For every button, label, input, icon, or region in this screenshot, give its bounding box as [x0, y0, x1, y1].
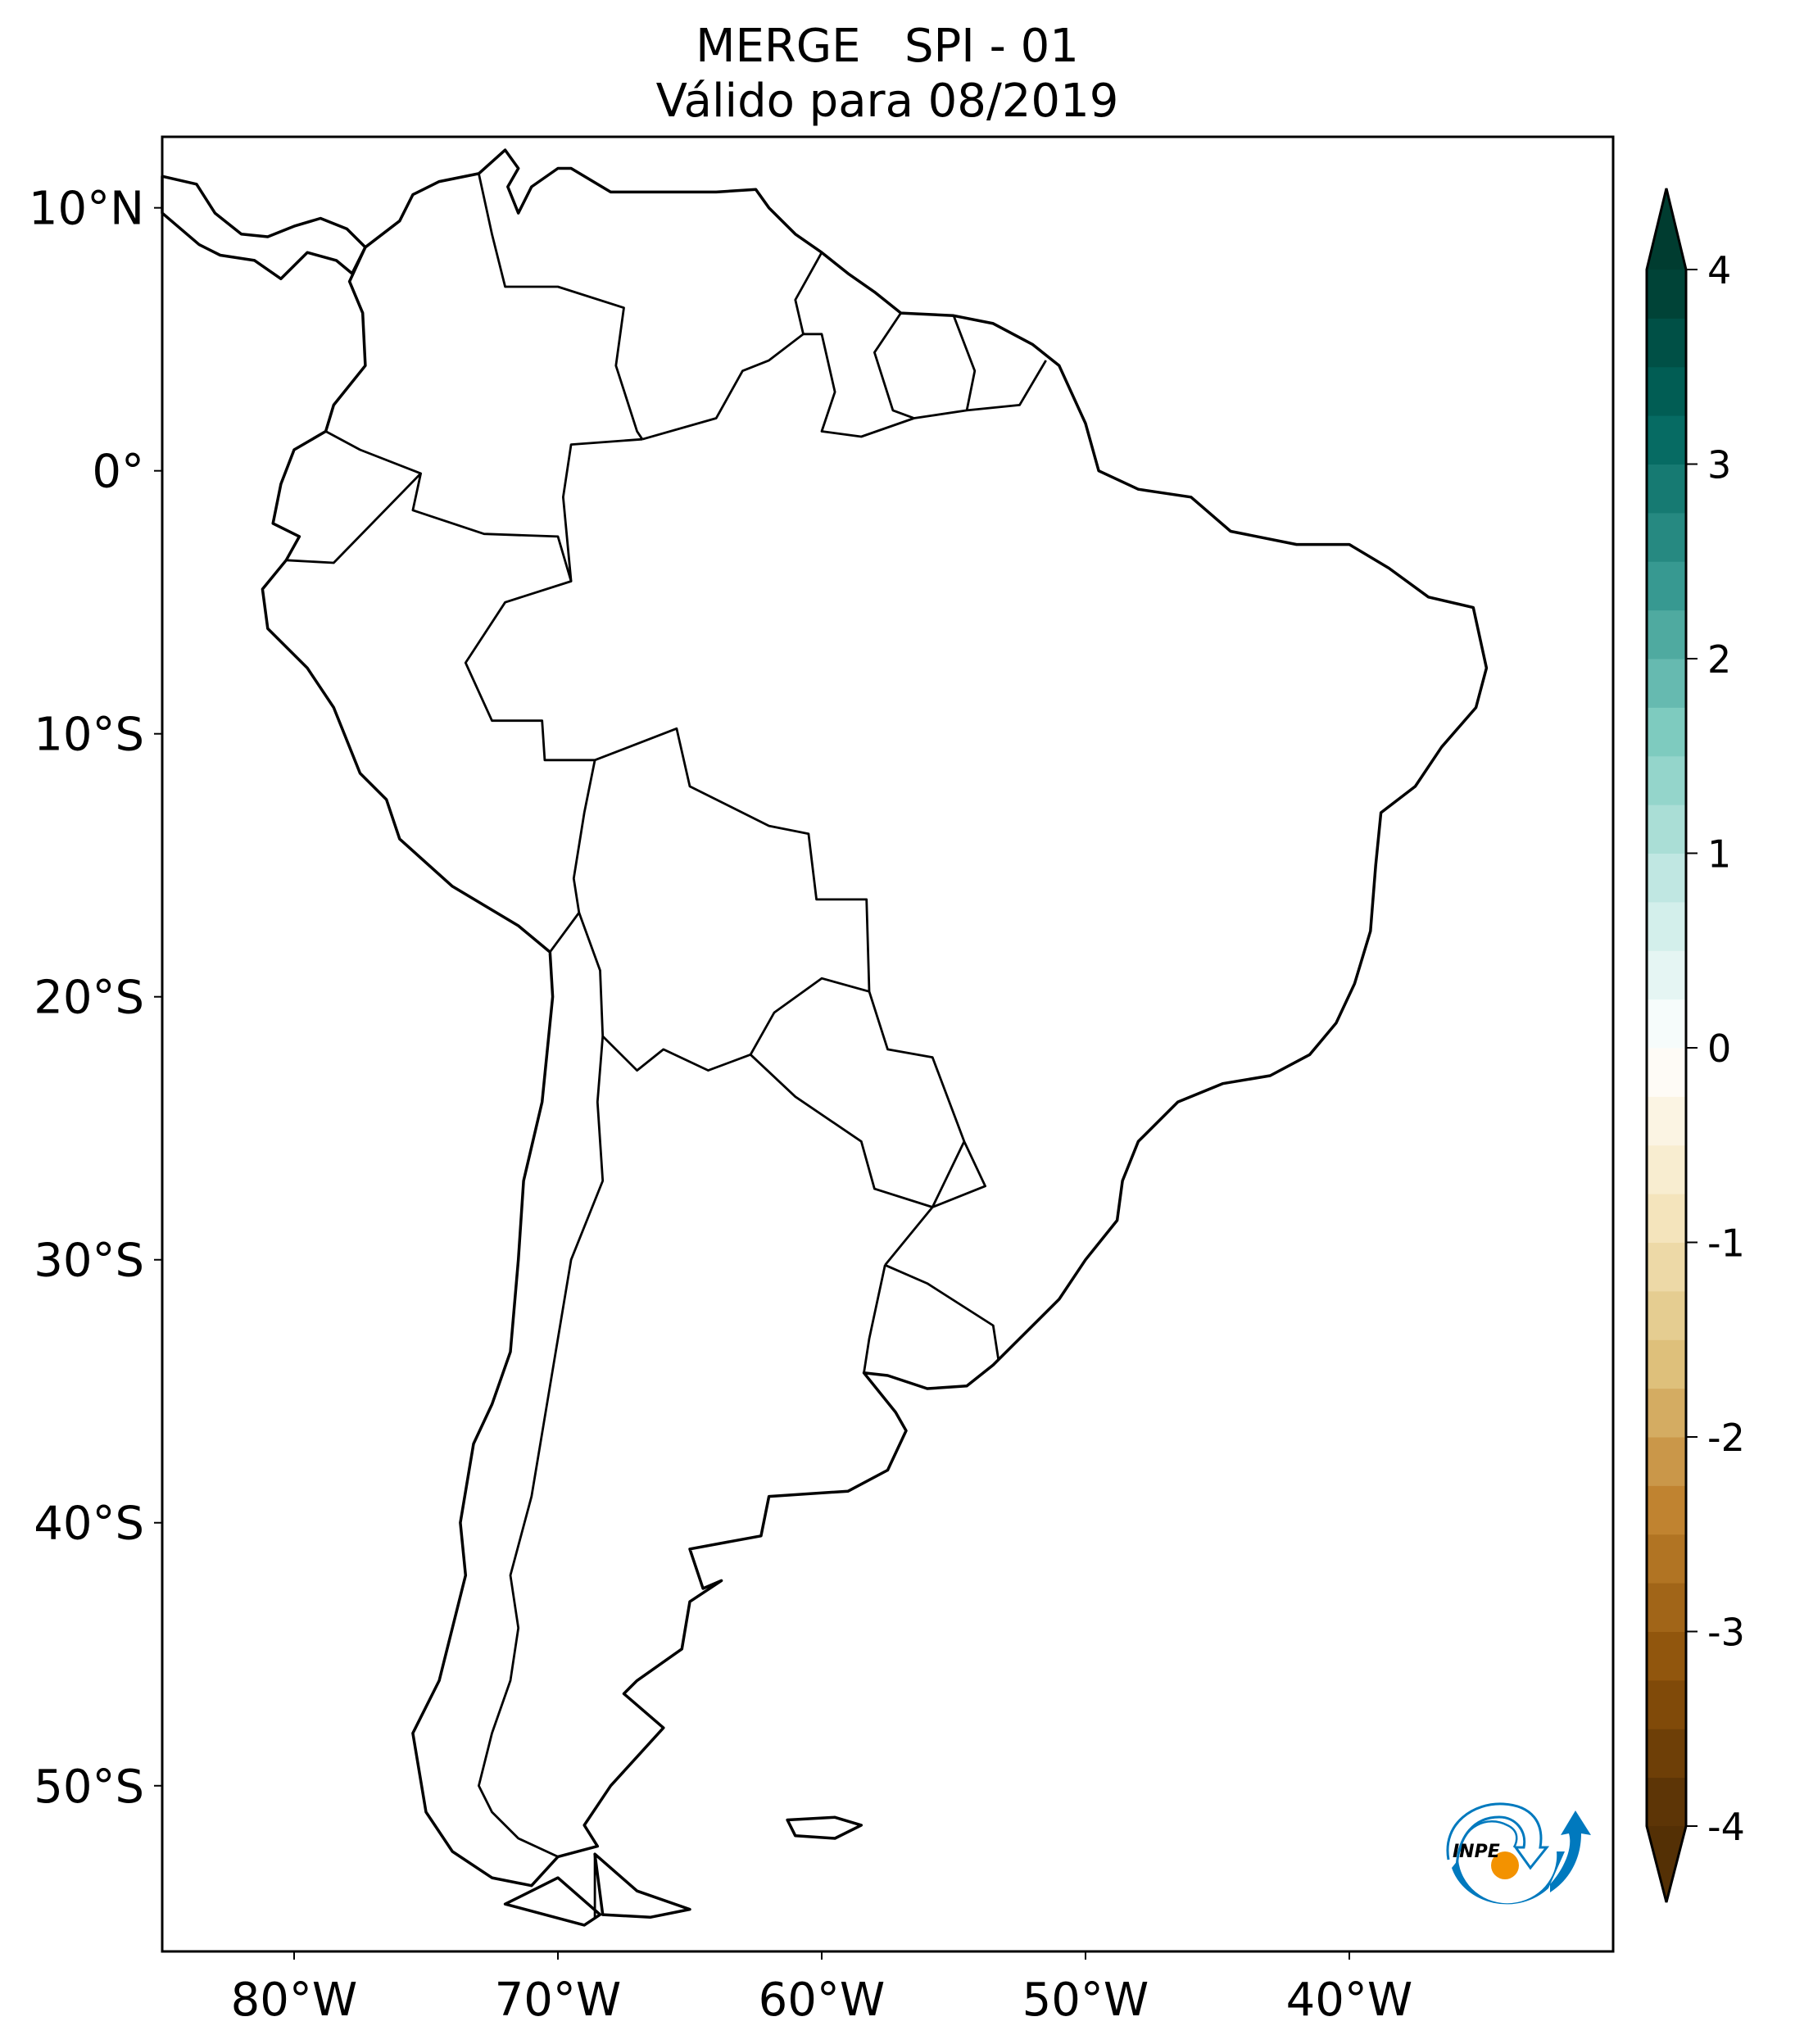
coastline	[161, 174, 367, 281]
colorbar-tick-label: -4	[1707, 1805, 1745, 1849]
colorbar-tick-label: 4	[1707, 248, 1731, 292]
spi-anomaly-patch	[386, 1300, 651, 1534]
colorbar-extend-max	[1647, 188, 1686, 270]
coastline	[593, 1852, 691, 1919]
colorbar-extend-min	[1647, 1826, 1686, 1902]
country-border	[478, 173, 644, 440]
chart-title: MERGE SPI - 01	[696, 20, 1079, 73]
y-tick-label: 30°S	[34, 1235, 144, 1288]
spi-anomaly-patch	[1164, 800, 1430, 1035]
colorbar-segment	[1647, 1631, 1686, 1681]
coastlines-borders	[161, 148, 1489, 1927]
colorbar-segment	[1647, 1388, 1686, 1438]
country-border	[324, 430, 573, 582]
country-border	[952, 315, 977, 411]
colorbar-tick-label: -3	[1707, 1611, 1745, 1655]
colorbar-segment	[1647, 1144, 1686, 1194]
x-tick-label: 80°W	[231, 1974, 358, 2027]
country-border	[464, 437, 986, 1267]
colorbar-segment	[1647, 270, 1686, 319]
colorbar-segment	[1647, 853, 1686, 903]
colorbar-segment	[1647, 610, 1686, 659]
y-tick-label: 10°N	[29, 183, 144, 236]
spi-anomaly-patch	[392, 690, 671, 936]
colorbar-segment	[1647, 1242, 1686, 1292]
y-axis-ticks: 10°N 0° 10°S 20°S 30°S 40°S 50°S	[29, 183, 162, 1814]
colorbar-segment	[1647, 659, 1686, 708]
colorbar-segment	[1647, 1729, 1686, 1779]
colorbar-segment	[1647, 1679, 1686, 1729]
spi-anomaly-patch	[465, 1473, 756, 1730]
country-border	[873, 312, 915, 419]
colorbar-segment	[1647, 707, 1686, 757]
colorbar-segment	[1647, 755, 1686, 805]
spi-anomaly-patch	[927, 1037, 1192, 1271]
country-border	[549, 759, 596, 953]
y-tick-label: 40°S	[34, 1498, 144, 1551]
x-tick-label: 40°W	[1286, 1974, 1413, 2027]
colorbar-segment	[1647, 1339, 1686, 1389]
x-tick-label: 60°W	[759, 1974, 886, 2027]
x-tick-label: 70°W	[495, 1974, 622, 2027]
country-border	[863, 1264, 886, 1374]
colorbar-segment	[1647, 561, 1686, 611]
colorbar: 4 3 2 1 0 -1 -2 -3 -4	[1645, 188, 1745, 1903]
colorbar-segment	[1647, 464, 1686, 514]
spi-anomaly-patch	[261, 427, 539, 673]
colorbar-segment	[1647, 1583, 1686, 1632]
colorbar-tick-label: 1	[1707, 832, 1731, 877]
colorbar-segment	[1647, 901, 1686, 951]
colorbar-segment	[1647, 950, 1686, 1000]
colorbar-tick-label: 2	[1707, 637, 1731, 682]
country-border	[794, 252, 1047, 438]
colorbar-tick-label: -2	[1707, 1416, 1745, 1460]
colorbar-segment	[1647, 1777, 1686, 1827]
colorbar-segment	[1647, 1485, 1686, 1535]
country-border	[578, 912, 870, 1072]
country-border	[478, 1036, 605, 1858]
colorbar-tick-label: -1	[1707, 1221, 1745, 1266]
spi-anomaly-patch	[626, 1315, 859, 1521]
y-tick-label: 50°S	[34, 1761, 144, 1814]
coastline	[503, 1876, 602, 1927]
colorbar-tick-label: 3	[1707, 443, 1731, 487]
spi-field	[261, 202, 1430, 2028]
colorbar-segment	[1647, 1534, 1686, 1584]
x-tick-label: 50°W	[1022, 1974, 1149, 2027]
inpe-logo: INPE	[1446, 1802, 1591, 1905]
colorbar-segment	[1647, 415, 1686, 465]
colorbar-segment	[1647, 1437, 1686, 1486]
coastline	[786, 1815, 864, 1840]
colorbar-segment	[1647, 318, 1686, 368]
y-tick-label: 10°S	[34, 709, 144, 762]
colorbar-segment	[1647, 1048, 1686, 1097]
colorbar-segment	[1647, 1290, 1686, 1340]
spi-anomaly-patch	[623, 293, 968, 596]
colorbar-segment	[1647, 999, 1686, 1049]
spi-anomaly-patch	[508, 202, 819, 477]
coastline	[261, 148, 1489, 1888]
colorbar-tick-label: 0	[1707, 1027, 1731, 1071]
country-border	[750, 1054, 966, 1208]
map-frame	[161, 135, 1615, 1953]
x-axis-ticks: 80°W 70°W 60°W 50°W 40°W	[231, 1951, 1413, 2027]
country-border	[286, 472, 422, 564]
spi-anomaly-patch	[419, 1634, 645, 1833]
country-border	[884, 1263, 1000, 1360]
colorbar-segment	[1647, 512, 1686, 562]
colorbar-segment	[1647, 366, 1686, 416]
y-tick-label: 0°	[92, 446, 144, 499]
map-area	[161, 135, 1615, 2028]
country-border	[641, 333, 805, 441]
spi-anomaly-patch	[907, 412, 1159, 635]
inpe-logo-text: INPE	[1453, 1842, 1500, 1862]
colorbar-segment	[1647, 804, 1686, 854]
chart-subtitle: Válido para 08/2019	[656, 75, 1119, 128]
colorbar-segment	[1647, 1096, 1686, 1146]
colorbar-segment	[1647, 1194, 1686, 1243]
y-tick-label: 20°S	[34, 972, 144, 1025]
